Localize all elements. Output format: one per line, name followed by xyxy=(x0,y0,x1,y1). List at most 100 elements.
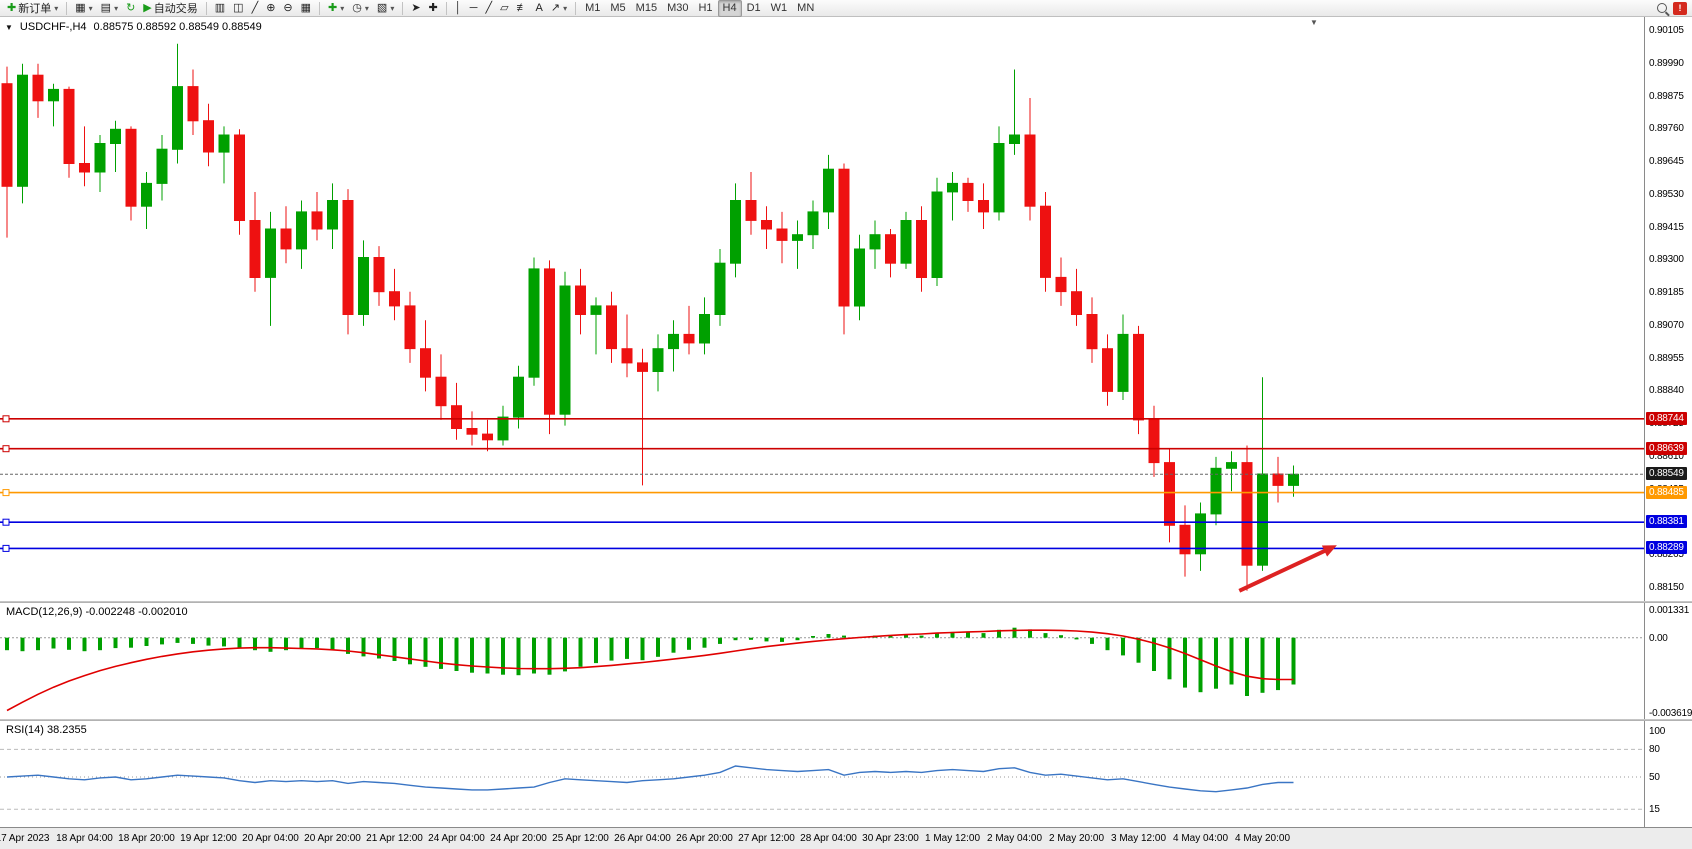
channel-tool-button[interactable]: ▱ xyxy=(496,0,512,17)
cursor-tool-icon: ➤ xyxy=(411,1,421,14)
vertical-line-tool-button[interactable]: │ xyxy=(451,0,466,17)
new-chart-icon: ▦ xyxy=(75,1,86,14)
toolbar-separator xyxy=(66,1,68,15)
candlestick-mode-button[interactable]: ◫ xyxy=(229,0,247,17)
panel-splitter[interactable] xyxy=(0,719,1692,721)
time-axis-label: 17 Apr 2023 xyxy=(0,833,50,844)
timeframe-m5-button[interactable]: M5 xyxy=(610,2,626,14)
text-tool-button[interactable]: A xyxy=(532,0,547,17)
symbol-timeframe-label: USDCHF-,H4 xyxy=(19,21,87,33)
fibonacci-tool-button[interactable]: ≢ xyxy=(513,0,532,17)
macd-label: MACD(12,26,9) -0.002248 -0.002010 xyxy=(6,606,188,618)
horizontal-line-tool-button[interactable]: ─ xyxy=(466,0,482,17)
autotrading-icon: ▶ xyxy=(143,1,152,14)
line-anchor-handle xyxy=(2,518,10,526)
price-axis-label: 0.89645 xyxy=(1649,156,1684,168)
fibonacci-tool-icon: ≢ xyxy=(516,1,528,14)
zoom-out-icon: ⊖ xyxy=(283,1,293,14)
new-order-button[interactable]: ✚ 新订单 ▾ xyxy=(3,0,62,17)
templates-button[interactable]: ▧ ▾ xyxy=(373,0,398,17)
time-axis-label: 27 Apr 12:00 xyxy=(738,833,795,844)
price-axis[interactable]: 0.90105 0.89990 0.89875 0.89760 0.89645 0.895… xyxy=(1646,17,1692,827)
new-order-button-caret-icon: ▾ xyxy=(54,3,59,13)
tile-windows-icon: ▦ xyxy=(300,1,312,14)
timeframe-m30-button[interactable]: M30 xyxy=(667,2,689,14)
price-line-badge: 0.88639 xyxy=(1646,441,1687,455)
timeframe-m15-button[interactable]: M15 xyxy=(635,2,658,14)
refresh-button[interactable]: ↻ xyxy=(122,0,139,17)
line-anchor-handle xyxy=(2,445,10,453)
rsi-axis-label: 80 xyxy=(1649,744,1660,756)
chart-shift-marker-icon[interactable]: ▼ xyxy=(1310,18,1318,27)
time-axis-label: 19 Apr 12:00 xyxy=(180,833,237,844)
time-axis-label: 24 Apr 04:00 xyxy=(428,833,485,844)
timeframe-mn-button[interactable]: MN xyxy=(797,2,815,14)
toolbar: ✚ 新订单 ▾ ▦ ▾ ▤ ▾ ↻ ▶ 自动交易 ▥ ◫ ╱ ⊕ ⊖ ▦ ✚ ▾ ◷ ▾ ▧ ▾ ➤ ✚ │ ─ ╱ ▱ ≢ A ↗ ▾ M1 M… xyxy=(0,0,1692,17)
time-axis-label: 4 May 04:00 xyxy=(1172,833,1229,844)
collapse-caret-icon[interactable]: ▼ xyxy=(5,22,13,32)
price-axis-label: 0.89070 xyxy=(1649,319,1684,331)
macd-axis-label: 0.001331 xyxy=(1649,605,1690,616)
vertical-line-tool-icon: │ xyxy=(454,1,462,14)
rsi-panel[interactable]: RSI(14) 38.2355 xyxy=(0,721,1645,827)
arrow-annotation[interactable] xyxy=(1238,545,1337,593)
price-axis-label: 0.89760 xyxy=(1649,123,1684,135)
time-axis-label: 18 Apr 04:00 xyxy=(56,833,113,844)
profiles-icon: ▤ xyxy=(100,1,112,14)
tile-windows-button[interactable]: ▦ xyxy=(297,0,315,17)
macd-chart xyxy=(0,627,1644,712)
periods-button-caret-icon: ▾ xyxy=(364,3,369,13)
line-chart-mode-button[interactable]: ╱ xyxy=(248,0,263,17)
toolbar-separator xyxy=(402,1,404,15)
arrows-tool-icon: ↗ xyxy=(550,1,561,14)
timeframe-d1-button[interactable]: D1 xyxy=(746,2,761,14)
trendline-tool-button[interactable]: ╱ xyxy=(481,0,496,17)
autotrading-button-label: 自动交易 xyxy=(153,3,198,15)
text-tool-icon: A xyxy=(535,1,543,14)
autotrading-button[interactable]: ▶ 自动交易 xyxy=(139,0,201,17)
panel-splitter[interactable] xyxy=(0,601,1692,603)
macd-signal-line xyxy=(6,629,1294,712)
horizontal-lines[interactable] xyxy=(0,415,1644,552)
new-chart-button[interactable]: ▦ ▾ xyxy=(71,0,96,17)
rsi-label: RSI(14) 38.2355 xyxy=(6,724,87,736)
main-chart-panel[interactable]: ▼ USDCHF-,H4 0.88575 0.88592 0.88549 0.8… xyxy=(0,17,1645,601)
time-axis-label: 20 Apr 04:00 xyxy=(242,833,299,844)
timeframe-m1-button[interactable]: M1 xyxy=(585,2,601,14)
time-axis-label: 18 Apr 20:00 xyxy=(118,833,175,844)
time-axis-label: 2 May 20:00 xyxy=(1048,833,1105,844)
line-anchor-handle xyxy=(2,489,10,497)
profiles-button-caret-icon: ▾ xyxy=(114,3,119,13)
new-chart-button-caret-icon: ▾ xyxy=(88,3,93,13)
crosshair-tool-button[interactable]: ✚ xyxy=(425,0,442,17)
bar-chart-mode-button[interactable]: ▥ xyxy=(211,0,229,17)
alert-icon[interactable]: ! xyxy=(1673,1,1687,15)
timeframe-h1-button[interactable]: H1 xyxy=(698,2,713,14)
zoom-in-button[interactable]: ⊕ xyxy=(262,0,279,17)
price-chart[interactable] xyxy=(0,17,1644,601)
price-line-badge: 0.88289 xyxy=(1646,541,1687,555)
new-order-button-label: 新订单 xyxy=(18,3,52,15)
macd-histogram xyxy=(5,627,1296,696)
horizontal-line-tool-icon: ─ xyxy=(469,1,478,14)
time-axis-label: 25 Apr 12:00 xyxy=(552,833,609,844)
price-axis-label: 0.88840 xyxy=(1649,385,1684,397)
rsi-axis-label: 15 xyxy=(1649,804,1660,816)
timeframe-h4-button[interactable]: H4 xyxy=(717,0,742,17)
macd-panel[interactable]: MACD(12,26,9) -0.002248 -0.002010 xyxy=(0,603,1645,719)
timeframe-w1-button[interactable]: W1 xyxy=(770,2,788,14)
profiles-button[interactable]: ▤ ▾ xyxy=(97,0,122,17)
indicators-button[interactable]: ✚ ▾ xyxy=(324,0,348,17)
price-axis-label: 0.89185 xyxy=(1649,287,1684,299)
time-axis-label: 20 Apr 20:00 xyxy=(304,833,361,844)
time-axis[interactable]: 17 Apr 2023 18 Apr 04:00 18 Apr 20:00 19 Ap… xyxy=(0,827,1692,849)
arrows-tool-button[interactable]: ↗ ▾ xyxy=(547,0,571,17)
price-line-badge: 0.88485 xyxy=(1646,485,1687,499)
price-axis-label: 0.89875 xyxy=(1649,90,1684,102)
time-axis-label: 30 Apr 23:00 xyxy=(862,833,919,844)
periods-button[interactable]: ◷ ▾ xyxy=(348,0,373,17)
cursor-tool-button[interactable]: ➤ xyxy=(407,0,424,17)
line-chart-mode-icon: ╱ xyxy=(251,1,259,14)
zoom-out-button[interactable]: ⊖ xyxy=(279,0,296,17)
search-icon[interactable] xyxy=(1657,3,1667,13)
